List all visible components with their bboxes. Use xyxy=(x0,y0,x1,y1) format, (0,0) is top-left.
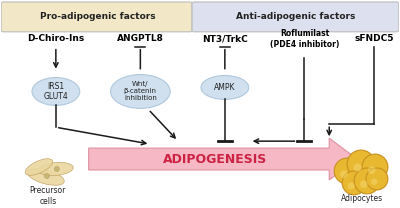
Circle shape xyxy=(342,171,366,195)
Text: IRS1
GLUT4: IRS1 GLUT4 xyxy=(44,82,68,101)
Circle shape xyxy=(353,163,362,172)
Ellipse shape xyxy=(201,76,249,99)
Text: ADIPOGENESIS: ADIPOGENESIS xyxy=(163,152,267,166)
Text: NT3/TrkC: NT3/TrkC xyxy=(202,34,248,43)
Ellipse shape xyxy=(28,169,64,185)
Text: ANGPTL8: ANGPTL8 xyxy=(117,34,164,43)
Circle shape xyxy=(347,150,375,178)
Circle shape xyxy=(360,180,368,188)
Circle shape xyxy=(334,158,360,184)
Circle shape xyxy=(44,173,49,178)
FancyBboxPatch shape xyxy=(192,2,399,32)
Ellipse shape xyxy=(110,74,170,108)
Ellipse shape xyxy=(38,162,73,176)
Text: Anti-adipogenic factors: Anti-adipogenic factors xyxy=(236,12,355,21)
Circle shape xyxy=(54,167,59,171)
Circle shape xyxy=(368,166,376,174)
FancyBboxPatch shape xyxy=(1,2,192,32)
Circle shape xyxy=(362,154,388,180)
Circle shape xyxy=(348,182,355,189)
Circle shape xyxy=(354,168,380,194)
Text: D-Chiro-Ins: D-Chiro-Ins xyxy=(27,34,84,43)
Text: Pro-adipogenic factors: Pro-adipogenic factors xyxy=(40,12,156,21)
Polygon shape xyxy=(89,138,357,180)
Text: Roflumilast
(PDE4 inhibitor): Roflumilast (PDE4 inhibitor) xyxy=(270,29,339,49)
Circle shape xyxy=(366,168,388,190)
Text: Wnt/
β-catenin
inhibition: Wnt/ β-catenin inhibition xyxy=(124,82,157,102)
Circle shape xyxy=(340,170,348,178)
Ellipse shape xyxy=(25,159,53,175)
Text: Adipocytes: Adipocytes xyxy=(341,194,383,203)
Ellipse shape xyxy=(32,78,80,105)
Circle shape xyxy=(371,178,378,185)
Text: Precursor
cells: Precursor cells xyxy=(30,186,66,206)
Text: sFNDC5: sFNDC5 xyxy=(354,34,394,43)
Text: AMPK: AMPK xyxy=(214,83,236,92)
